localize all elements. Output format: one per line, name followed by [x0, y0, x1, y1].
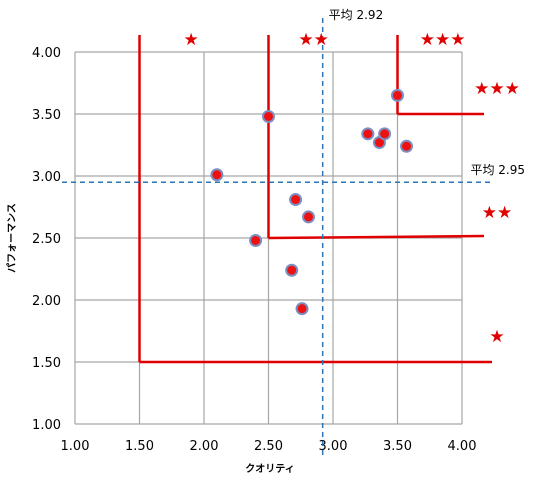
data-point — [400, 139, 414, 153]
y-tick-label: 1.50 — [32, 356, 61, 371]
tier-stars-right: ★ — [489, 327, 504, 347]
y-tick-label: 3.50 — [32, 108, 61, 123]
x-tick-label: 4.00 — [448, 439, 477, 454]
x-tick-label: 2.50 — [254, 439, 283, 454]
y-tick-label: 1.00 — [32, 418, 61, 433]
x-tick-label: 2.00 — [190, 439, 219, 454]
tier-line-horizontal — [268, 234, 485, 240]
x-tick-label: 3.50 — [383, 439, 412, 454]
average-label-x: 平均 2.92 — [329, 8, 384, 22]
data-points — [210, 88, 414, 316]
data-point — [210, 168, 224, 182]
average-label-y: 平均 2.95 — [470, 163, 525, 177]
data-point — [295, 302, 309, 316]
x-tick-label: 3.00 — [319, 439, 348, 454]
tier-stars-right: ★★★ — [474, 79, 520, 99]
tier-stars-top: ★ — [183, 30, 198, 50]
tier-stars-top: ★★ — [298, 30, 328, 50]
data-point — [391, 88, 404, 102]
tick-labels: 1.00 1.50 2.00 2.50 3.00 3.50 4.00 1.00 1.50 2.00… — [32, 46, 476, 454]
data-point — [249, 233, 263, 247]
y-tick-label: 2.00 — [32, 294, 61, 309]
x-tick-label: 1.50 — [125, 439, 154, 454]
x-axis-title: クオリティ — [245, 463, 294, 475]
y-tick-label: 3.00 — [32, 170, 61, 185]
tier-lines — [138, 35, 492, 364]
average-lines — [62, 18, 492, 455]
y-tick-label: 2.50 — [32, 232, 61, 247]
data-point — [378, 127, 392, 141]
tier-stars-right: ★★ — [482, 203, 512, 223]
data-point — [361, 127, 375, 141]
tier-stars-top: ★★★ — [420, 30, 466, 50]
data-point — [262, 109, 275, 123]
data-point — [285, 263, 299, 277]
x-tick-label: 1.00 — [61, 439, 90, 454]
y-tick-label: 4.00 — [32, 46, 61, 61]
data-point — [301, 210, 315, 224]
data-point — [289, 193, 303, 207]
y-axis-title: パフォーマンス — [6, 203, 18, 273]
